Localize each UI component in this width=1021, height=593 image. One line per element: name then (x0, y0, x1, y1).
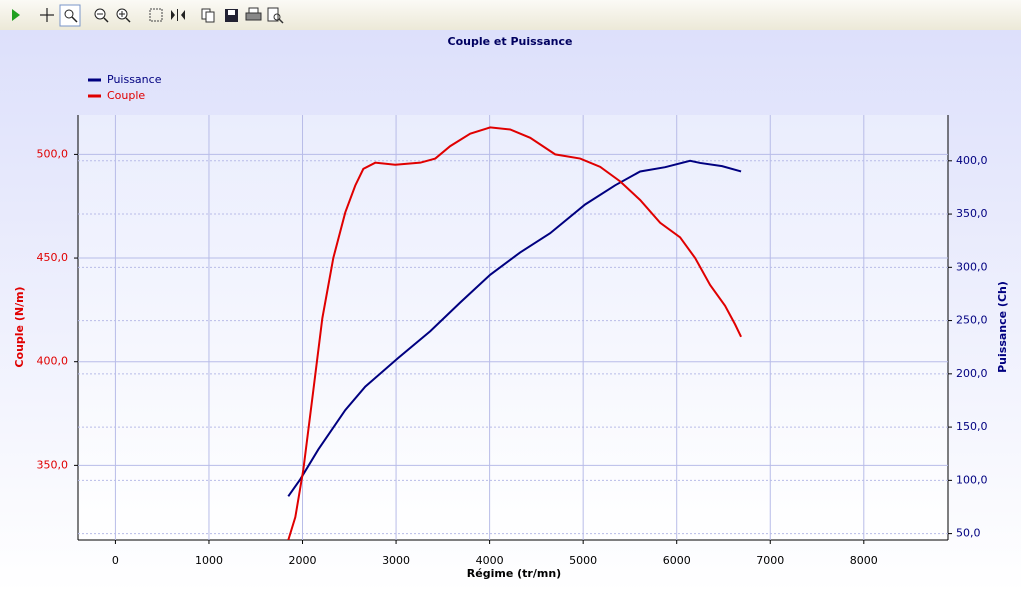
y2-axis-title: Puissance (Ch) (996, 281, 1009, 373)
pan-button[interactable] (40, 8, 54, 22)
y-tick-label: 350,0 (37, 458, 69, 471)
x-tick-label: 3000 (382, 554, 410, 567)
x-axis-title: Régime (tr/mn) (467, 567, 561, 580)
zoom-select-button[interactable] (59, 4, 81, 27)
y-tick-label: 400,0 (37, 355, 69, 368)
plot-area (78, 115, 948, 540)
fit-button[interactable] (171, 9, 185, 21)
x-tick-label: 8000 (850, 554, 878, 567)
chart: Couple et Puissance Régime (tr/mn) Coupl… (0, 30, 1021, 593)
y2-tick-label: 150,0 (956, 420, 988, 433)
legend-label: Couple (107, 89, 145, 102)
x-tick-label: 0 (112, 554, 119, 567)
data-line (287, 159, 742, 497)
select-button[interactable] (149, 8, 163, 22)
y2-tick-label: 400,0 (956, 154, 988, 167)
y2-tick-label: 200,0 (956, 367, 988, 380)
x-tick-label: 6000 (663, 554, 691, 567)
x-tick-label: 7000 (756, 554, 784, 567)
y-axis-title: Couple (N/m) (13, 286, 26, 367)
play-button[interactable] (12, 9, 20, 21)
y2-tick-label: 300,0 (956, 260, 988, 273)
zoom-out-button[interactable] (94, 8, 109, 23)
y-tick-label: 500,0 (37, 147, 69, 160)
x-tick-label: 5000 (569, 554, 597, 567)
preview-button[interactable] (267, 7, 284, 24)
y2-tick-label: 50,0 (956, 527, 981, 540)
zoom-in-button[interactable] (116, 8, 131, 23)
save-button[interactable] (225, 9, 238, 22)
data-line (287, 126, 742, 540)
toolbar-icons (12, 4, 284, 27)
y2-tick-label: 350,0 (956, 207, 988, 220)
x-tick-label: 4000 (476, 554, 504, 567)
y2-tick-label: 100,0 (956, 473, 988, 486)
series-group (287, 126, 742, 540)
print-button[interactable] (245, 7, 262, 21)
toolbar (0, 0, 1021, 31)
chart-title: Couple et Puissance (448, 35, 573, 48)
y2-tick-label: 250,0 (956, 314, 988, 327)
x-tick-label: 1000 (195, 554, 223, 567)
y-tick-label: 450,0 (37, 251, 69, 264)
legend-label: Puissance (107, 73, 162, 86)
copy-button[interactable] (201, 8, 215, 23)
x-tick-label: 2000 (289, 554, 317, 567)
